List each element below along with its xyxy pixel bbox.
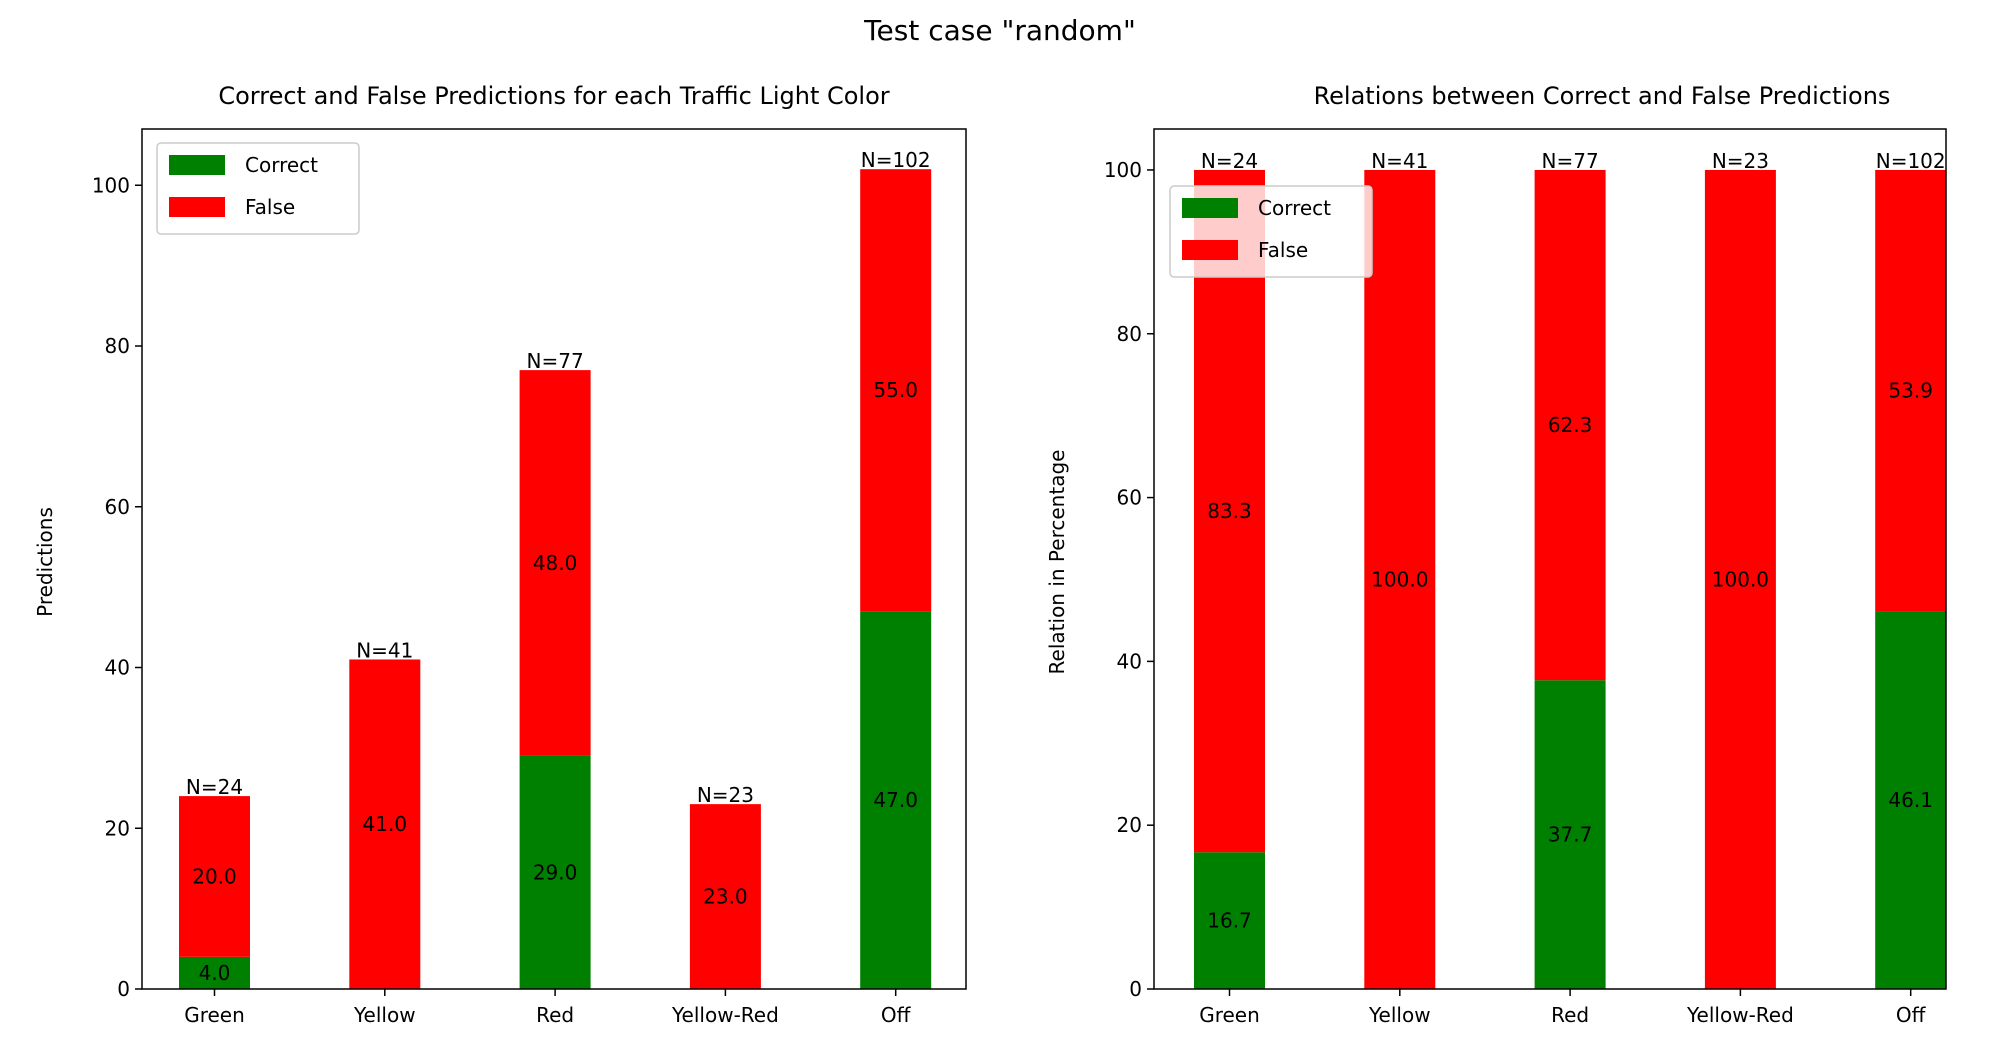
bar-false	[1364, 169, 1436, 989]
x-tick-label: Red	[1551, 1003, 1589, 1027]
y-axis-label: Predictions	[33, 507, 57, 617]
bar-group: 4.0 20.0 N=24 41.0 N=41 29.0 48.0 N=77 23.0 N=23 4…	[179, 148, 932, 989]
bar-correct	[1194, 852, 1265, 989]
x-tick-label: Yellow-Red	[1686, 1003, 1794, 1027]
bar-total-annotation: N=41	[1371, 149, 1428, 173]
chart-title: Relations between Correct and False Pred…	[1314, 82, 1891, 110]
y-tick-label: 40	[105, 656, 130, 680]
bar-correct	[179, 956, 250, 989]
x-tick-label: Off	[881, 1003, 912, 1027]
x-tick-label: Green	[184, 1003, 245, 1027]
bar-false	[1875, 169, 1947, 612]
y-tick-label: 80	[1117, 322, 1142, 346]
chart-percentage: Relations between Correct and False Pred…	[1045, 82, 1947, 1027]
legend-swatch-false	[1182, 240, 1238, 260]
x-tick-label: Yellow	[353, 1003, 416, 1027]
y-tick-label: 20	[1117, 813, 1142, 837]
data-label-false: 83.3	[1207, 499, 1252, 523]
bar-false	[689, 804, 761, 989]
bar-total-annotation: N=24	[186, 775, 243, 799]
bar-false	[349, 659, 421, 989]
bar-false	[1704, 169, 1776, 989]
x-tick-label: Yellow	[1368, 1003, 1431, 1027]
legend-swatch-correct	[169, 155, 225, 175]
y-tick-label: 20	[105, 816, 130, 840]
bar-false	[860, 169, 932, 612]
bar-false	[1194, 169, 1265, 853]
x-tick-label: Yellow-Red	[671, 1003, 779, 1027]
data-label-correct: 37.7	[1548, 823, 1593, 847]
bar-total-annotation: N=23	[1712, 149, 1769, 173]
data-label-false: 100.0	[1371, 567, 1428, 591]
bar-correct	[1534, 680, 1606, 989]
y-axis-ticks: 0 20 40 60 80 100	[1104, 158, 1154, 1001]
data-label-false: 48.0	[533, 551, 578, 575]
bar-total-annotation: N=102	[1876, 149, 1946, 173]
legend-label-correct: Correct	[1258, 196, 1331, 220]
legend-label-false: False	[245, 195, 295, 219]
data-label-false: 23.0	[703, 885, 748, 909]
bar-group: 16.7 83.3 N=24 100.0 N=41 37.7 62.3 N=77 100.0 N=…	[1194, 149, 1947, 989]
bar-total-annotation: N=102	[861, 148, 931, 172]
plot-frame	[141, 128, 967, 990]
y-axis-label: Relation in Percentage	[1045, 450, 1069, 675]
bar-total-annotation: N=23	[697, 783, 754, 807]
bar-correct	[1875, 611, 1947, 989]
legend-label-false: False	[1258, 238, 1308, 262]
bar-correct	[519, 755, 591, 989]
x-tick-label: Off	[1896, 1003, 1927, 1027]
bar-total-annotation: N=24	[1201, 149, 1258, 173]
legend-label-correct: Correct	[245, 153, 318, 177]
y-tick-label: 100	[92, 173, 130, 197]
chart-predictions: Correct and False Predictions for each T…	[33, 82, 967, 1027]
legend: Correct False	[1169, 185, 1373, 278]
bar-false	[1534, 169, 1606, 681]
bar-total-annotation: N=41	[356, 638, 413, 662]
y-tick-label: 0	[117, 977, 130, 1001]
data-label-correct: 4.0	[199, 961, 231, 985]
bar-correct	[860, 611, 932, 989]
data-label-false: 100.0	[1712, 567, 1769, 591]
bar-false	[519, 370, 591, 756]
data-label-false: 62.3	[1548, 413, 1593, 437]
data-label-false: 41.0	[363, 812, 408, 836]
legend: Correct False	[156, 142, 360, 235]
legend-swatch-false	[169, 197, 225, 217]
figure-suptitle: Test case "random"	[863, 14, 1136, 47]
y-tick-label: 60	[1117, 486, 1142, 510]
data-label-correct: 29.0	[533, 860, 578, 884]
y-tick-label: 80	[105, 334, 130, 358]
bar-total-annotation: N=77	[527, 349, 584, 373]
x-axis-ticks: Green Yellow Red Yellow-Red Off	[1199, 989, 1927, 1027]
data-label-correct: 16.7	[1207, 909, 1252, 933]
data-label-false: 53.9	[1888, 379, 1933, 403]
y-axis-ticks: 0 20 40 60 80 100	[92, 173, 142, 1001]
bar-total-annotation: N=77	[1542, 149, 1599, 173]
bar-false	[179, 796, 250, 957]
x-axis-ticks: Green Yellow Red Yellow-Red Off	[184, 989, 912, 1027]
y-tick-label: 40	[1117, 649, 1142, 673]
data-label-false: 55.0	[873, 378, 918, 402]
data-label-false: 20.0	[192, 864, 237, 888]
data-label-correct: 46.1	[1888, 788, 1933, 812]
plot-frame	[1153, 128, 1947, 990]
data-label-correct: 47.0	[873, 788, 918, 812]
y-tick-label: 100	[1104, 158, 1142, 182]
chart-title: Correct and False Predictions for each T…	[218, 82, 889, 110]
legend-swatch-correct	[1182, 198, 1238, 218]
x-tick-label: Red	[536, 1003, 574, 1027]
y-tick-label: 0	[1129, 977, 1142, 1001]
y-tick-label: 60	[105, 495, 130, 519]
x-tick-label: Green	[1199, 1003, 1260, 1027]
